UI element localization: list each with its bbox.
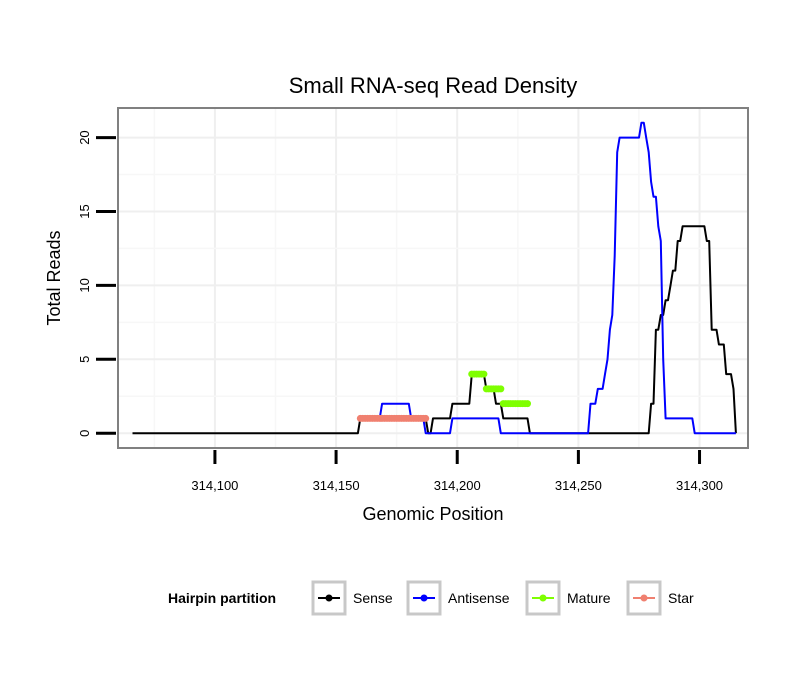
legend-key-dot [640,594,648,602]
data-point-mature [497,385,505,393]
x-tick-label: 314,300 [676,478,723,493]
x-tick-label: 314,150 [313,478,360,493]
legend-label: Mature [567,590,611,606]
legend-item-antisense: Antisense [406,580,510,616]
y-tick-label: 5 [77,356,92,363]
plot-border [117,107,749,449]
y-tick-label: 20 [77,130,92,144]
x-axis-label: Genomic Position [362,504,503,524]
x-tick-label: 314,200 [434,478,481,493]
legend-item-sense: Sense [311,580,393,616]
y-tick-label: 10 [77,278,92,292]
legend-label: Star [668,590,694,606]
y-axis-label: Total Reads [44,230,64,325]
legend-item-mature: Mature [525,580,611,616]
legend-item-star: Star [626,580,694,616]
legend-key-dot [420,594,428,602]
legend-label: Antisense [448,590,510,606]
x-tick-label: 314,100 [191,478,238,493]
legend: Hairpin partition Sense Antisense Mature… [168,580,694,616]
y-tick-label: 15 [77,204,92,218]
x-tick-label: 314,250 [555,478,602,493]
y-tick-label: 0 [77,430,92,437]
legend-key-dot [325,594,333,602]
series-line-sense [132,225,737,435]
legend-title: Hairpin partition [168,590,276,606]
data-point-mature [524,400,531,408]
y-tick-labels: 0 5 10 15 20 [77,130,92,437]
x-tick-labels: 314,100 314,150 314,200 314,250 314,300 [191,478,723,493]
series-layer [132,121,737,435]
plot-background [118,108,748,448]
legend-key-dot [539,594,547,602]
data-point-mature [480,370,488,378]
legend-label: Sense [353,590,393,606]
chart-title: Small RNA-seq Read Density [289,73,578,98]
data-point-star [422,414,430,422]
series-line-antisense [360,121,736,435]
axes [96,136,702,464]
